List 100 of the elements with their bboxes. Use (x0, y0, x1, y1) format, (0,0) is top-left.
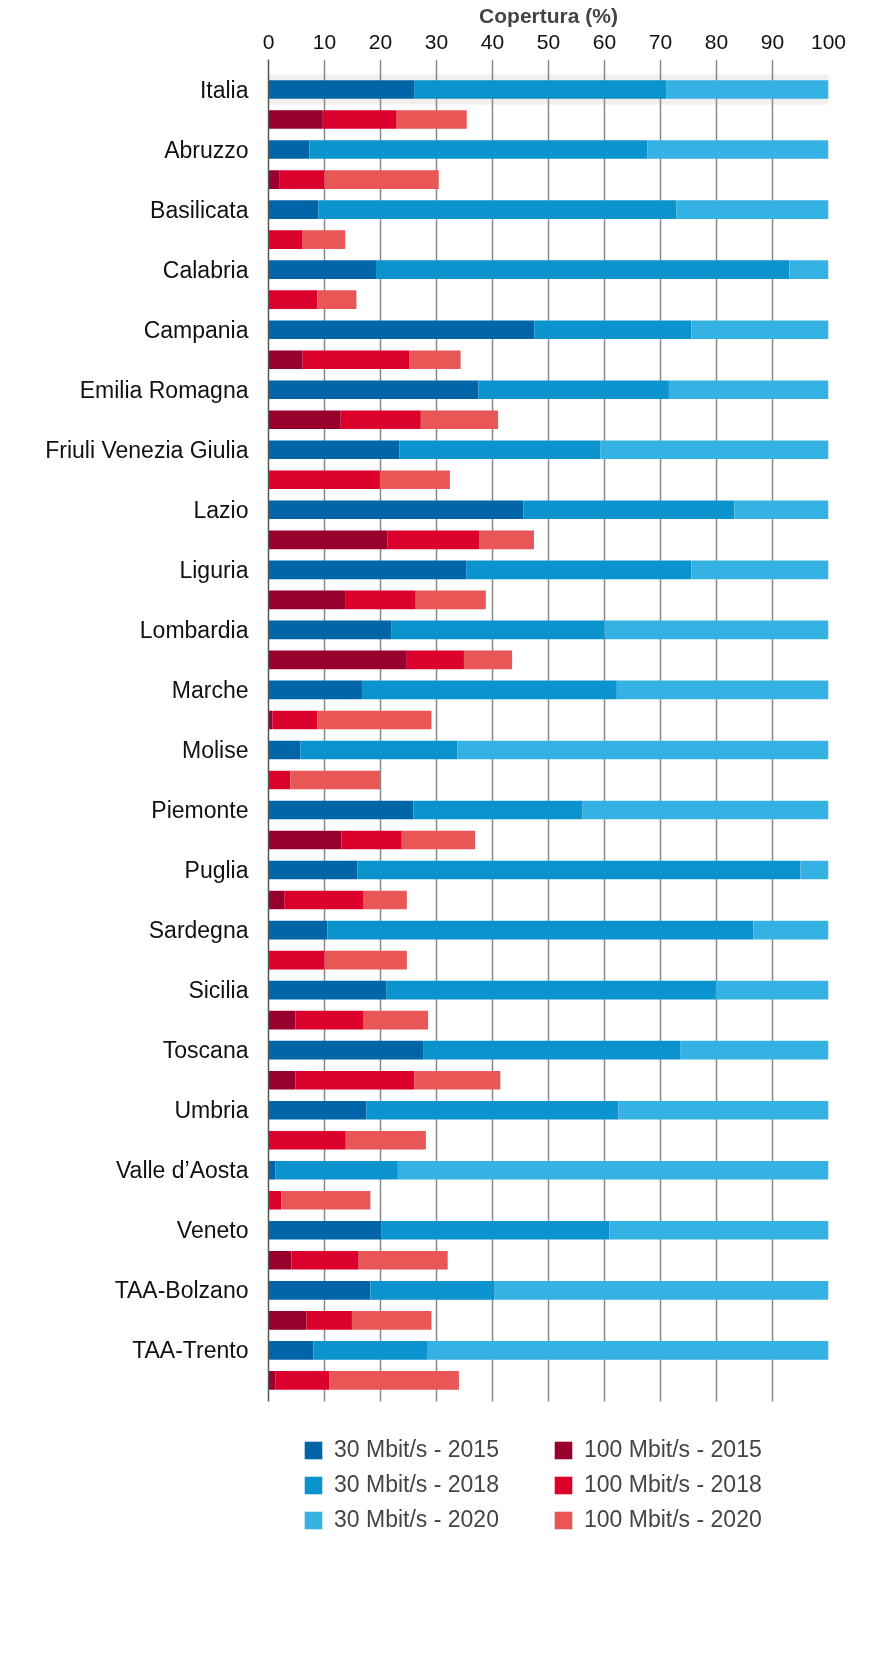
bar (268, 110, 323, 129)
bar (397, 1160, 829, 1180)
bar (800, 860, 829, 880)
bar (582, 800, 829, 820)
bar (309, 140, 648, 159)
bar (268, 560, 467, 580)
bar (616, 680, 829, 700)
bar (268, 680, 363, 700)
bar (463, 650, 513, 670)
bar (268, 1341, 314, 1360)
bar (414, 1070, 501, 1090)
bar (345, 590, 416, 610)
legend-label: 30 Mbit/s - 2020 (334, 1506, 500, 1533)
bar (691, 320, 829, 339)
bar (420, 410, 499, 430)
bar (268, 530, 388, 550)
bar (340, 410, 421, 430)
bar (734, 500, 829, 520)
bar (284, 890, 364, 910)
bar (268, 1070, 296, 1090)
bar (268, 410, 341, 430)
y-tick-label: Abruzzo (164, 136, 249, 163)
bar (609, 1220, 829, 1240)
bar (268, 740, 301, 760)
bar (268, 1040, 424, 1060)
y-tick-label: Lazio (193, 496, 249, 523)
bar (386, 980, 716, 1000)
y-tick-label: TAA-Bolzano (114, 1277, 249, 1304)
bar (409, 350, 461, 370)
x-axis-title: Copertura (%) (479, 3, 618, 27)
bar (268, 620, 392, 640)
bar (268, 230, 303, 249)
x-tick-label: 70 (648, 29, 673, 53)
legend-label: 30 Mbit/s - 2015 (334, 1436, 500, 1463)
y-tick-label: Campania (143, 316, 249, 343)
bar (295, 1010, 364, 1030)
y-tick-label: Piemonte (151, 797, 249, 824)
bar (358, 1251, 448, 1270)
bar (268, 860, 358, 880)
bar (268, 1371, 276, 1390)
bar (322, 110, 397, 129)
bar (604, 620, 829, 640)
bar (291, 1251, 359, 1270)
y-tick-label: Marche (171, 676, 249, 703)
bar (324, 950, 407, 970)
bar (357, 860, 801, 880)
y-tick-label: Umbria (174, 1097, 249, 1124)
bar (268, 800, 414, 820)
bar (275, 1371, 330, 1390)
bar (268, 1130, 346, 1150)
bar (753, 920, 829, 940)
bar (281, 1190, 371, 1210)
y-tick-label: Emilia Romagna (79, 376, 249, 403)
bar (523, 500, 735, 520)
bar (387, 530, 480, 550)
bar (268, 350, 303, 370)
bar (363, 890, 407, 910)
y-tick-label: Friuli Venezia Giulia (45, 436, 249, 463)
bar (318, 200, 677, 219)
bar (268, 500, 524, 520)
y-tick-label: Veneto (176, 1217, 249, 1244)
bar (268, 200, 319, 219)
y-tick-label: Puglia (184, 857, 249, 884)
y-tick-label: Basilicata (150, 196, 249, 223)
bar (268, 590, 346, 610)
bar (268, 170, 280, 189)
x-tick-label: 100 (810, 29, 847, 53)
x-tick-label: 0 (262, 29, 275, 53)
y-tick-label: Sardegna (148, 917, 249, 944)
bar (268, 470, 380, 490)
bar (268, 830, 342, 850)
bar (268, 380, 479, 400)
bar (676, 200, 829, 219)
bar (268, 140, 310, 159)
bar (268, 290, 318, 309)
bar (363, 1010, 429, 1030)
x-tick-label: 90 (760, 29, 785, 53)
y-tick-label: Liguria (179, 556, 249, 583)
x-tick-label: 20 (368, 29, 393, 53)
bar (268, 1251, 292, 1270)
bar (329, 1371, 459, 1390)
bar (478, 380, 669, 400)
bar (268, 920, 328, 940)
bar (413, 800, 583, 820)
bar (396, 110, 467, 129)
bar (351, 1311, 432, 1330)
x-tick-label: 60 (592, 29, 617, 53)
bar (268, 440, 400, 460)
y-tick-label: TAA-Trento (132, 1337, 249, 1364)
bar (272, 710, 318, 730)
y-tick-label: Calabria (162, 256, 249, 283)
bar (399, 440, 601, 460)
bar (302, 350, 410, 370)
y-tick-label: Toscana (162, 1037, 249, 1064)
bar (423, 1040, 681, 1060)
bar (366, 1100, 619, 1120)
bar (666, 80, 829, 99)
bar (376, 260, 790, 279)
bar (268, 890, 285, 910)
bar (327, 920, 754, 940)
